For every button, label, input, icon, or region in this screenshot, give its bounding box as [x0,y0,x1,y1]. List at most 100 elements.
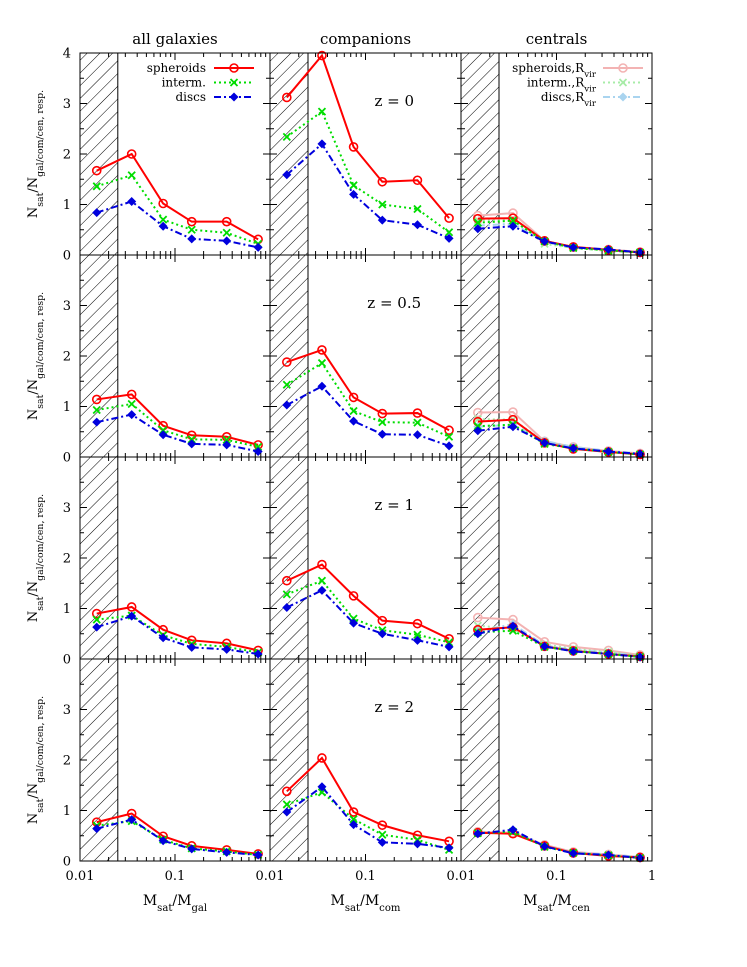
legend-marker [618,78,628,87]
y-tick-label: 2 [63,148,71,163]
data-point [222,847,232,857]
data-point [444,441,454,451]
data-point [377,429,387,439]
data-point [377,820,388,830]
series-line [477,425,641,455]
data-point [412,175,423,186]
data-point [158,221,168,231]
data-point [317,381,327,391]
data-point [126,389,137,400]
series-interm [92,399,263,452]
data-point [92,615,101,624]
legend-label: interm. [162,76,206,90]
data-point [253,442,263,452]
data-point [349,189,359,199]
data-point [127,171,136,180]
data-point [568,242,578,252]
column-title: companions [320,30,411,48]
panel: 0 1 2 3 [63,254,271,466]
series-line [96,820,259,856]
series-discs [282,139,454,243]
data-point [508,422,518,432]
data-point [282,800,291,809]
panel [460,658,653,863]
series-interm [92,816,263,860]
data-point [349,814,358,824]
series-line [477,828,641,859]
redshift-label: z = 0 [374,92,414,110]
series-discs [473,621,645,662]
data-point [187,234,197,244]
data-point [349,181,358,190]
data-point [508,621,518,631]
series-line [477,616,641,656]
data-point [412,618,423,629]
series-line [286,579,450,644]
series-line [477,831,641,859]
data-point [282,92,292,103]
data-point [444,213,454,223]
data-point [540,236,550,246]
data-point [222,228,231,237]
data-point [91,165,102,176]
data-point [158,430,168,440]
data-point [412,430,422,440]
y-tick-label: 1 [63,804,71,819]
series-line [286,142,450,240]
series-line [96,818,259,856]
data-point [603,446,613,456]
series-line [286,348,450,432]
data-point [317,107,327,116]
data-point [473,426,483,436]
y-tick-label: 3 [63,97,71,112]
x-tick-label: 0.1 [355,869,376,884]
y-axis-label: Nsat/Ngal/com/cen, resp. [26,292,46,420]
series-interm [282,358,454,441]
data-point [349,416,359,426]
y-axis-label: Nsat/Ngal/com/cen, resp. [26,494,46,622]
series-line [477,225,641,254]
data-point [317,139,327,149]
series-interm [282,107,454,237]
series-spheroids [282,345,454,436]
data-point [348,142,359,152]
data-point [91,394,102,405]
series-spheroids [282,50,454,223]
y-axis-labels: Nsat/Ngal/com/cen, resp. Nsat/Ngal/com/ce… [26,90,46,824]
data-point [348,591,359,601]
data-point [317,358,327,368]
data-point [282,590,291,599]
data-point [92,182,101,191]
data-point [444,843,454,853]
data-point [222,435,231,444]
series-line [96,402,259,448]
data-point [221,216,232,227]
series-spheroids [91,389,263,450]
data-point [92,417,102,427]
data-point [282,807,292,817]
data-point [377,615,388,626]
data-point [253,242,263,252]
data-point [317,576,327,585]
y-tick-label: 4 [63,47,71,62]
series-line [96,605,259,652]
data-point [508,221,518,231]
x-axis-labels: 0.01 0.1 Msat/Mgal 0.01 0.1 Msat/Mcom 0.01 0.1 1… [66,869,657,914]
data-point [412,220,422,230]
series-discs [282,585,454,652]
y-tick-label: 2 [63,754,71,769]
data-point [317,585,327,595]
series-line [286,791,450,851]
data-point [508,208,518,218]
data-point [349,406,358,416]
x-axis-label: Msat/Mcen [523,893,590,914]
series-line [477,418,641,455]
redshift-label: z = 0.5 [367,294,421,312]
data-point [473,218,482,227]
series-interm [282,788,454,855]
data-point [91,608,102,619]
series-discs [92,815,263,860]
data-point [187,642,197,652]
